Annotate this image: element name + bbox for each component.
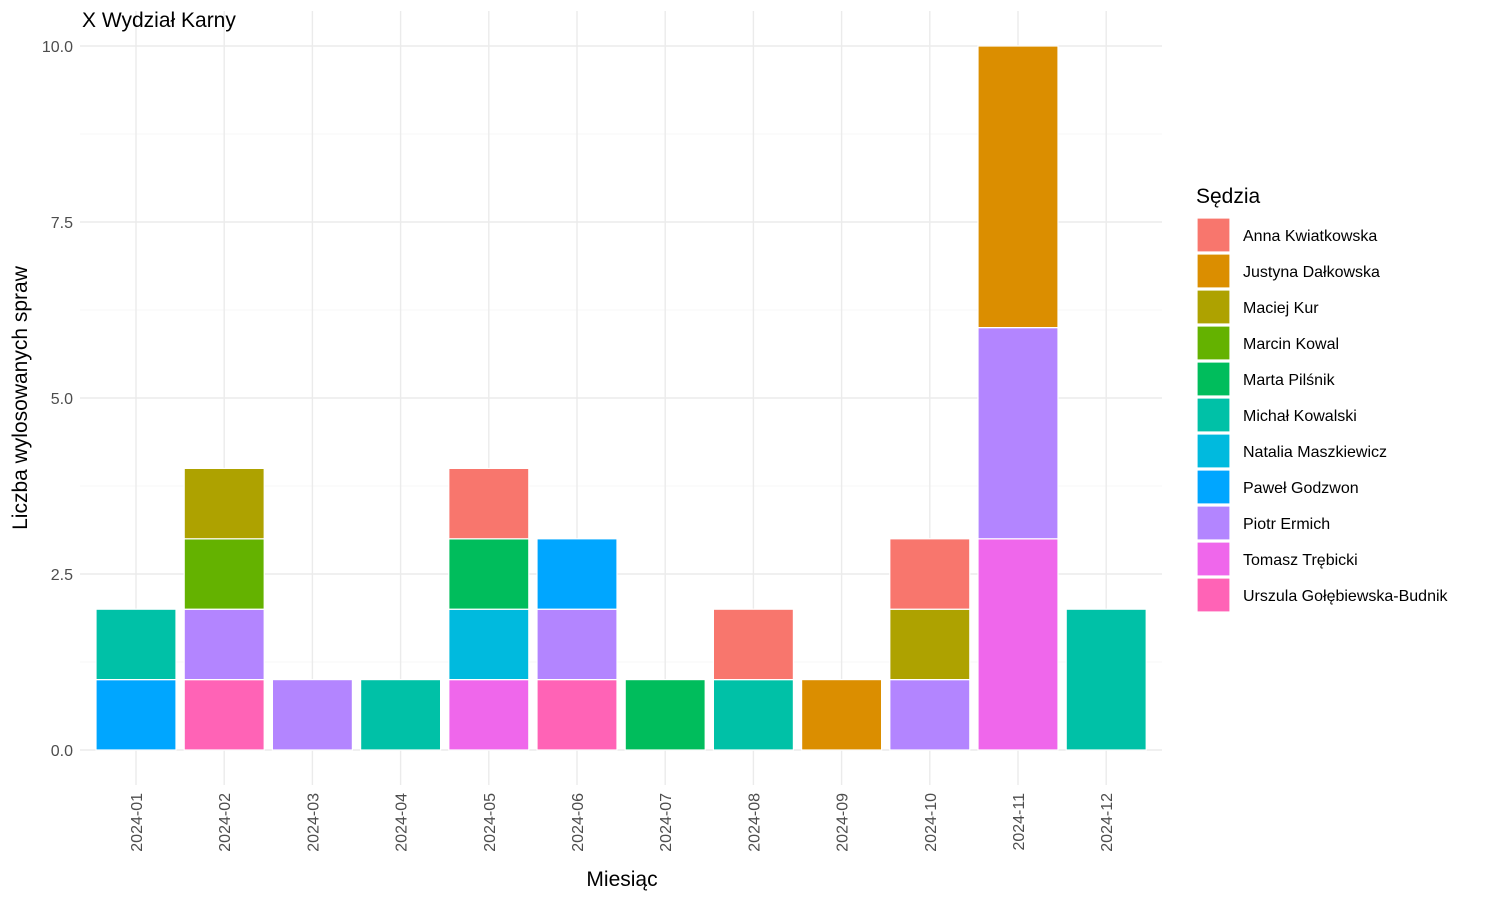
bar-segment <box>536 608 618 681</box>
bar-segment <box>183 678 265 751</box>
bar-segment <box>1065 608 1147 751</box>
x-tick-label: 2024-03 <box>305 793 322 852</box>
x-tick-label: 2024-07 <box>658 793 675 852</box>
bar-segment <box>536 678 618 751</box>
legend-title: Sędzia <box>1196 185 1261 208</box>
chart-title: X Wydział Karny <box>82 9 236 32</box>
bar-segment <box>712 678 795 751</box>
bar-segment <box>360 678 442 751</box>
bar-segment <box>712 608 795 681</box>
bar-segment <box>977 538 1059 751</box>
bar-segment <box>95 608 177 681</box>
x-tick-label: 2024-05 <box>482 793 499 852</box>
y-tick-label: 0.0 <box>51 743 73 760</box>
y-axis-title: Liczba wylosowanych spraw <box>9 265 32 530</box>
y-tick-label: 7.5 <box>51 215 73 232</box>
bar-segment <box>271 678 353 751</box>
y-tick-label: 2.5 <box>51 567 73 584</box>
legend-label: Urszula Gołębiewska-Budnik <box>1243 588 1449 605</box>
x-axis-title: Miesiąc <box>586 868 657 891</box>
bar-segment <box>536 538 618 610</box>
bar-segment <box>448 678 530 751</box>
legend-label: Anna Kwiatkowska <box>1243 228 1377 245</box>
legend-label: Maciej Kur <box>1243 300 1319 317</box>
bar-segment <box>889 608 971 681</box>
bar-segment <box>95 678 177 751</box>
legend-swatch <box>1196 577 1231 613</box>
bars-layer <box>95 45 1147 751</box>
legend-swatch <box>1196 361 1231 397</box>
bar-segment <box>977 327 1059 540</box>
bar-segment <box>448 467 530 540</box>
legend-label: Natalia Maszkiewicz <box>1243 444 1387 461</box>
legend-label: Justyna Dałkowska <box>1243 264 1380 281</box>
bar-segment <box>183 538 265 610</box>
legend-label: Tomasz Trębicki <box>1243 552 1358 569</box>
bar-segment <box>448 608 530 681</box>
x-tick-label: 2024-12 <box>1099 793 1116 852</box>
legend-swatch <box>1196 325 1231 361</box>
legend-swatch <box>1196 397 1231 433</box>
bar-segment <box>889 678 971 751</box>
bar-segment <box>624 678 706 751</box>
legend-label: Paweł Godzwon <box>1243 480 1359 497</box>
y-tick-label: 5.0 <box>51 391 73 408</box>
bar-segment <box>889 538 971 610</box>
legend-swatch <box>1196 469 1231 505</box>
x-tick-label: 2024-04 <box>394 793 411 852</box>
legend-swatch <box>1196 433 1231 469</box>
legend-swatch <box>1196 541 1231 577</box>
x-tick-label: 2024-08 <box>746 793 763 852</box>
x-tick-label: 2024-06 <box>570 793 587 852</box>
bar-segment <box>183 467 265 540</box>
legend-label: Marta Pilśnik <box>1243 372 1336 389</box>
x-tick-label: 2024-10 <box>923 793 940 852</box>
y-tick-label: 10.0 <box>42 39 73 56</box>
bar-segment <box>448 538 530 610</box>
legend-swatch <box>1196 217 1231 253</box>
legend-swatch <box>1196 289 1231 325</box>
x-tick-label: 2024-09 <box>835 793 852 852</box>
legend: Sędzia Anna Kwiatkowska Justyna Dałkowska… <box>1196 185 1449 613</box>
legend-label: Michał Kowalski <box>1243 408 1357 425</box>
axis-layer: 0.0 2.5 5.0 7.5 10.0 2024-01 2024-02 2024-03 202… <box>42 39 1116 852</box>
bar-segment <box>183 608 265 681</box>
legend-label: Piotr Ermich <box>1243 516 1330 533</box>
x-tick-label: 2024-02 <box>217 793 234 852</box>
bar-segment <box>800 678 883 751</box>
legend-swatch <box>1196 253 1231 289</box>
bar-segment <box>977 45 1059 329</box>
legend-swatch <box>1196 505 1231 541</box>
x-tick-label: 2024-11 <box>1011 793 1028 851</box>
x-tick-label: 2024-01 <box>129 793 146 852</box>
legend-label: Marcin Kowal <box>1243 336 1339 353</box>
